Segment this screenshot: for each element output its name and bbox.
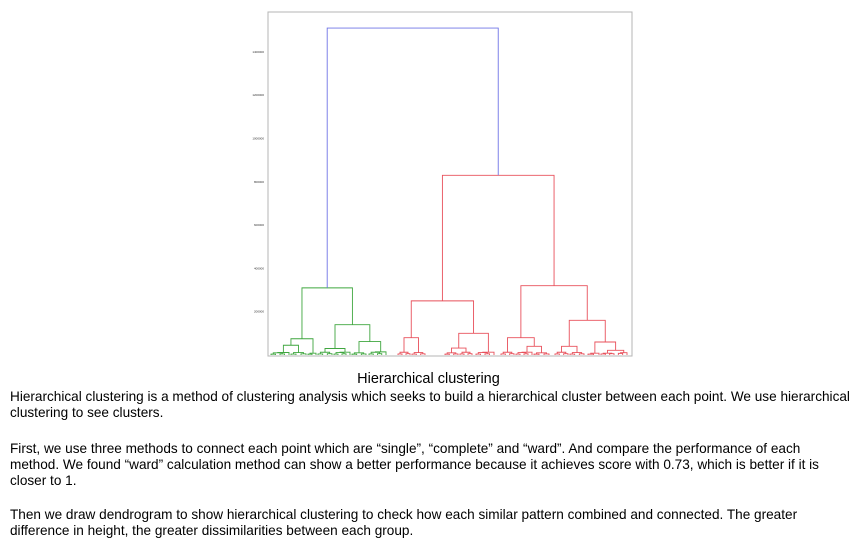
dendrogram-link: [533, 353, 540, 355]
dendrogram-link: [563, 353, 569, 355]
dendrogram-links: [270, 27, 628, 355]
paragraph-intro: Hierarchical clustering is a method of c…: [10, 389, 850, 421]
dendrogram-link: [594, 341, 617, 354]
y-tick-label: 800000: [254, 180, 264, 184]
dendrogram-link: [307, 353, 313, 355]
dendrogram-link: [341, 353, 347, 355]
dendrogram-link: [620, 352, 628, 355]
y-tick-label: 400000: [254, 266, 264, 270]
y-tick-label: 1400000: [252, 50, 264, 54]
y-tick-label: 600000: [254, 223, 264, 227]
dendrogram-link: [411, 353, 417, 355]
y-tick-label: 1200000: [252, 93, 264, 97]
dendrogram-link: [301, 287, 353, 339]
plot-frame: [267, 11, 633, 357]
dendrogram-link: [368, 353, 374, 355]
dendrogram-chart: 200000 400000 600000 800000 1000000 1200000 14…: [252, 11, 633, 357]
dendrogram-link: [358, 341, 382, 353]
figure-caption: Hierarchical clustering: [357, 371, 500, 387]
dendrogram-link: [290, 338, 314, 354]
y-axis-ticks: 200000 400000 600000 800000 1000000 1200000 14…: [252, 50, 264, 314]
dendrogram-link: [561, 345, 578, 353]
dendrogram-link: [290, 353, 297, 355]
dendrogram-link: [397, 353, 403, 355]
dendrogram-link: [270, 353, 276, 355]
dendrogram-link: [326, 353, 333, 355]
dendrogram-link: [587, 353, 594, 355]
dendrogram-link: [569, 353, 576, 355]
dendrogram-link: [441, 174, 555, 301]
dendrogram-link: [617, 352, 624, 355]
dendrogram-link: [282, 344, 299, 353]
dendrogram-link: [405, 353, 411, 355]
paragraph-methods: First, we use three methods to connect e…: [10, 441, 819, 489]
dendrogram-link: [467, 353, 473, 355]
dendrogram-link: [444, 353, 450, 355]
dendrogram-link: [279, 353, 285, 355]
dendrogram-link: [300, 353, 307, 355]
dendrogram-link: [333, 353, 339, 355]
dendrogram-link: [523, 353, 529, 355]
dendrogram-link: [520, 285, 588, 338]
dendrogram-link: [453, 353, 459, 355]
dendrogram-link: [509, 353, 515, 355]
dendrogram-link: [484, 353, 490, 355]
dendrogram-link: [515, 353, 521, 355]
dendrogram-link: [410, 300, 475, 338]
paragraph-dendrogram: Then we draw dendrogram to show hierarch…: [10, 507, 798, 539]
dendrogram-link: [543, 353, 550, 355]
dendrogram-link: [459, 353, 465, 355]
dendrogram-link: [377, 353, 383, 355]
dendrogram-link: [360, 353, 367, 355]
dendrogram-link: [317, 353, 324, 355]
dendrogram-link: [458, 332, 489, 353]
dendrogram-link: [507, 337, 535, 353]
dendrogram-link: [475, 353, 481, 355]
y-tick-label: 200000: [254, 310, 264, 314]
dendrogram-link: [554, 353, 560, 355]
dendrogram-link: [609, 353, 615, 355]
dendrogram-link: [351, 353, 358, 355]
dendrogram-link: [578, 353, 585, 355]
y-tick-label: 1000000: [252, 137, 264, 141]
dendrogram-link: [324, 348, 346, 353]
dendrogram-link: [334, 324, 371, 349]
dendrogram-link: [420, 353, 426, 355]
dendrogram-root-link: [326, 27, 499, 288]
dendrogram-link: [600, 353, 606, 355]
dendrogram-link: [500, 353, 506, 355]
dendrogram-link: [403, 337, 419, 353]
